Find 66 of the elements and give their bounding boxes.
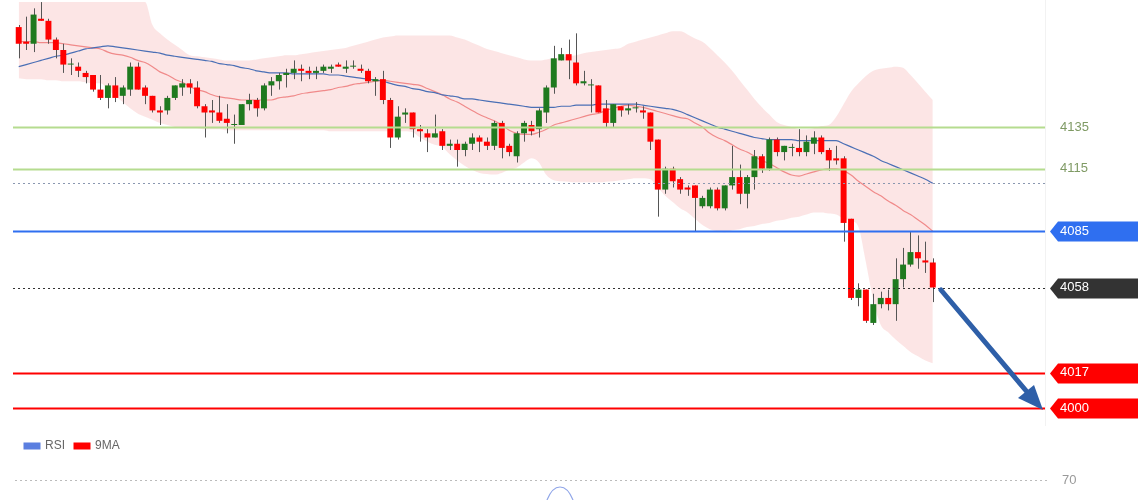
candlestick bbox=[394, 105, 401, 141]
candlestick bbox=[625, 103, 632, 116]
candlestick bbox=[379, 70, 386, 105]
candlestick bbox=[922, 241, 929, 274]
candlestick bbox=[201, 103, 208, 138]
candlestick bbox=[758, 153, 765, 174]
candlestick bbox=[372, 76, 379, 97]
candlestick bbox=[52, 37, 59, 59]
candlestick bbox=[818, 134, 825, 155]
candlestick bbox=[164, 95, 171, 116]
line-series bbox=[18, 45, 934, 184]
legend-label: RSI bbox=[45, 438, 66, 453]
candlestick bbox=[803, 134, 810, 157]
candlestick bbox=[231, 114, 238, 145]
y-tick-label: 4115 bbox=[1060, 160, 1088, 176]
candlestick bbox=[729, 145, 736, 191]
candlestick bbox=[810, 130, 817, 155]
candlestick bbox=[885, 289, 892, 311]
candlestick bbox=[112, 76, 119, 103]
y-tick-label: 4017 bbox=[1060, 364, 1089, 380]
y-tick-label: 4058 bbox=[1060, 279, 1089, 295]
candlestick bbox=[870, 293, 877, 326]
candlestick bbox=[721, 184, 728, 211]
candlestick bbox=[855, 282, 862, 307]
candlestick bbox=[424, 128, 431, 153]
candlestick bbox=[350, 59, 357, 70]
candlestick bbox=[38, 1, 44, 22]
candlestick bbox=[714, 187, 721, 211]
y-tick-label: 4135 bbox=[1060, 118, 1089, 134]
candlestick bbox=[260, 82, 267, 111]
candlestick bbox=[565, 39, 572, 80]
candlestick bbox=[610, 103, 617, 128]
candlestick bbox=[602, 99, 609, 128]
candlestick bbox=[97, 74, 104, 101]
candlestick bbox=[283, 68, 290, 88]
candlestick bbox=[194, 80, 201, 109]
candlestick bbox=[744, 174, 750, 209]
candlestick bbox=[454, 139, 461, 168]
candlestick bbox=[268, 76, 275, 97]
y-tick-label: 4085 bbox=[1060, 222, 1089, 238]
candlestick bbox=[67, 57, 74, 76]
candlestick bbox=[208, 99, 215, 124]
candlestick bbox=[662, 166, 669, 195]
candlestick bbox=[45, 18, 52, 45]
candlestick bbox=[513, 130, 520, 163]
candlestick bbox=[290, 59, 297, 80]
candlestick bbox=[706, 187, 713, 209]
candlestick bbox=[439, 128, 446, 151]
candlestick bbox=[587, 78, 594, 113]
candlestick bbox=[573, 32, 580, 86]
text: 70 bbox=[1062, 472, 1077, 488]
candlestick bbox=[796, 128, 802, 157]
legend-label: 9MA bbox=[95, 438, 120, 453]
y-tick-label: 4000 bbox=[1060, 399, 1089, 415]
candlestick bbox=[736, 164, 743, 205]
candlestick bbox=[431, 114, 438, 138]
candlestick bbox=[914, 234, 921, 270]
candlestick bbox=[104, 82, 111, 109]
candlestick bbox=[156, 105, 163, 126]
candlestick bbox=[216, 95, 223, 124]
candlestick bbox=[773, 137, 780, 157]
candlestick bbox=[751, 149, 758, 191]
candlestick bbox=[900, 247, 907, 288]
candlestick bbox=[60, 43, 67, 74]
candlestick bbox=[491, 120, 498, 151]
candlestick bbox=[223, 103, 230, 134]
